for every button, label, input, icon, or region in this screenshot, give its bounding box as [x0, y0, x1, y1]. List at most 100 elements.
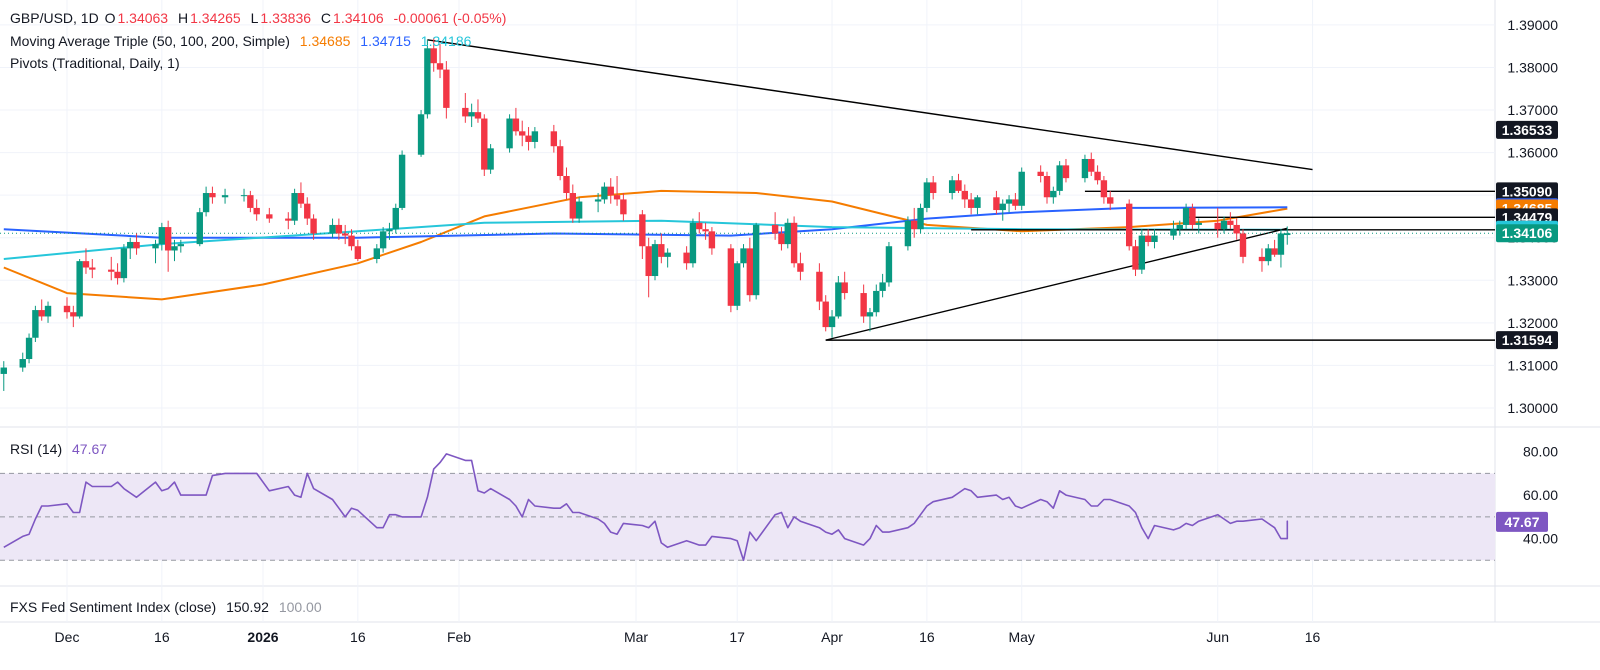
candle[interactable] [1239, 229, 1247, 264]
candle[interactable] [879, 273, 886, 298]
candle[interactable] [651, 239, 659, 281]
candle[interactable] [974, 195, 981, 215]
candle[interactable] [1125, 199, 1133, 251]
candle[interactable] [993, 190, 1000, 215]
trendline[interactable] [825, 227, 1288, 341]
candle[interactable] [556, 139, 564, 181]
candle[interactable] [114, 263, 121, 285]
candle[interactable] [746, 237, 754, 302]
candle[interactable] [1138, 229, 1146, 274]
candle[interactable] [563, 167, 570, 200]
candle[interactable] [196, 207, 203, 247]
candle[interactable] [797, 252, 804, 281]
candle[interactable] [733, 261, 741, 311]
candle[interactable] [1151, 229, 1158, 249]
candle[interactable] [430, 37, 437, 72]
candle[interactable] [1018, 167, 1025, 211]
candle[interactable] [443, 61, 450, 119]
candle[interactable] [127, 237, 134, 259]
rsi-line[interactable] [3, 453, 1289, 562]
candle[interactable] [835, 276, 842, 319]
candle[interactable] [1176, 220, 1183, 236]
candle[interactable] [253, 199, 260, 221]
candle[interactable] [506, 114, 513, 153]
candle[interactable] [645, 237, 652, 298]
candle[interactable] [424, 39, 431, 119]
rsi-legend-label[interactable]: RSI (14) [10, 441, 63, 457]
candle[interactable] [76, 259, 83, 319]
candle[interactable] [158, 222, 166, 251]
candle[interactable] [266, 207, 273, 223]
candle[interactable] [291, 188, 298, 225]
candle[interactable] [32, 305, 39, 342]
candle[interactable] [202, 186, 210, 217]
candle[interactable] [1081, 154, 1089, 183]
candle[interactable] [948, 176, 956, 200]
candle[interactable] [1144, 229, 1152, 247]
candle[interactable] [512, 107, 520, 136]
candle[interactable] [19, 352, 26, 372]
candle[interactable] [341, 224, 349, 245]
candle[interactable] [152, 239, 159, 264]
candle[interactable] [1037, 165, 1044, 183]
candle[interactable] [1005, 195, 1013, 213]
candle[interactable] [822, 295, 829, 332]
candle[interactable] [297, 182, 305, 208]
candle[interactable] [474, 99, 482, 123]
candle[interactable] [240, 188, 248, 202]
candle[interactable] [752, 222, 760, 300]
candle[interactable] [304, 197, 311, 225]
candle[interactable] [1277, 229, 1285, 268]
candle[interactable] [209, 186, 216, 204]
candle[interactable] [929, 176, 937, 200]
ma-legend-label[interactable]: Moving Average Triple (50, 100, 200, Sim… [10, 33, 290, 49]
candle[interactable] [1056, 161, 1063, 196]
candle[interactable] [1284, 226, 1291, 245]
candle[interactable] [487, 144, 494, 174]
candle[interactable] [164, 220, 172, 272]
candle[interactable] [348, 229, 355, 251]
candle[interactable] [63, 297, 71, 319]
candle[interactable] [0, 361, 7, 391]
symbol-label[interactable]: GBP/USD, 1D [10, 10, 99, 26]
candle[interactable] [1170, 220, 1177, 240]
candle[interactable] [1182, 203, 1190, 230]
candle[interactable] [1062, 158, 1070, 183]
candle[interactable] [664, 248, 671, 268]
candle[interactable] [519, 120, 526, 147]
candle[interactable] [329, 218, 336, 238]
candle[interactable] [828, 310, 836, 338]
candle[interactable] [955, 173, 962, 194]
candle[interactable] [658, 233, 665, 264]
candle[interactable] [771, 212, 779, 240]
candle[interactable] [25, 333, 33, 364]
candle[interactable] [221, 188, 229, 204]
candle[interactable] [999, 199, 1006, 221]
candle[interactable] [525, 127, 532, 151]
candle[interactable] [873, 284, 880, 317]
candle[interactable] [689, 218, 697, 268]
candle[interactable] [177, 239, 185, 253]
candle[interactable] [569, 184, 577, 223]
candle[interactable] [702, 222, 709, 240]
candle[interactable] [1043, 171, 1051, 204]
candle[interactable] [923, 178, 931, 213]
candle[interactable] [904, 216, 912, 251]
candle[interactable] [1220, 216, 1228, 234]
candle[interactable] [436, 44, 444, 79]
candle[interactable] [841, 271, 848, 300]
candle[interactable] [620, 193, 627, 221]
candle[interactable] [108, 256, 115, 281]
candle[interactable] [462, 93, 469, 123]
candle[interactable] [531, 127, 539, 149]
candle[interactable] [550, 124, 558, 153]
candle[interactable] [481, 114, 488, 176]
candle[interactable] [386, 222, 393, 240]
candle[interactable] [82, 248, 90, 274]
candle[interactable] [310, 214, 317, 240]
candle[interactable] [1132, 239, 1139, 277]
candle[interactable] [911, 207, 918, 238]
candle[interactable] [1258, 248, 1266, 272]
candle[interactable] [1094, 165, 1101, 185]
